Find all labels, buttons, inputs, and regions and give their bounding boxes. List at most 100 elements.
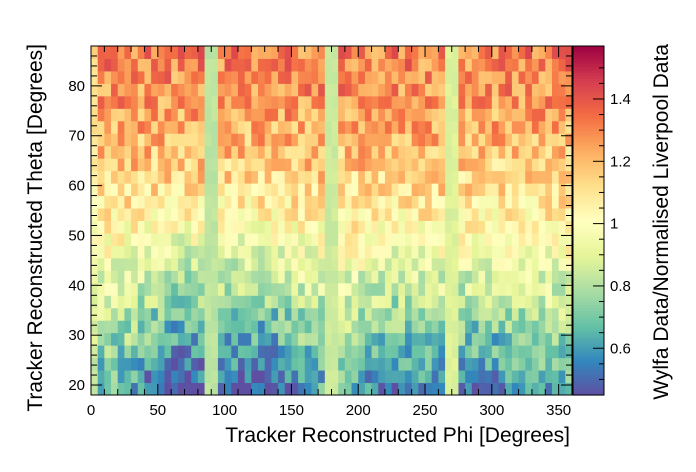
heatmap-cell — [324, 270, 332, 284]
heatmap-cell — [251, 95, 259, 109]
heatmap-cell — [304, 195, 312, 209]
heatmap-cell — [338, 46, 346, 59]
heatmap-cell — [144, 282, 152, 296]
heatmap-cell — [471, 46, 479, 59]
heatmap-cell — [151, 370, 159, 384]
heatmap-cell — [351, 332, 359, 346]
heatmap-cell — [371, 70, 379, 84]
heatmap-cell — [425, 83, 433, 97]
heatmap-cell — [184, 120, 192, 134]
heatmap-cell — [384, 307, 393, 321]
heatmap-cell — [204, 320, 212, 334]
heatmap-cell — [531, 382, 540, 396]
heatmap-cell — [318, 220, 326, 234]
heatmap-cell — [418, 145, 426, 159]
heatmap-cell — [237, 307, 246, 321]
heatmap-cell — [358, 58, 366, 72]
heatmap-cell — [511, 158, 520, 172]
heatmap-cell — [498, 145, 506, 159]
colorbar-segment — [573, 392, 604, 396]
heatmap-cell — [545, 158, 553, 172]
heatmap-cell — [204, 357, 212, 371]
heatmap-cell — [258, 70, 266, 84]
heatmap-cell — [478, 70, 486, 84]
heatmap-cell — [171, 46, 179, 59]
heatmap-cell — [224, 58, 232, 72]
heatmap-cell — [137, 170, 145, 184]
colorbar-segment — [573, 351, 604, 355]
heatmap-cell — [131, 46, 139, 59]
heatmap-cell — [358, 232, 366, 246]
heatmap-cell — [244, 270, 252, 284]
heatmap-cell — [398, 345, 406, 359]
heatmap-cell — [418, 307, 426, 321]
heatmap-cell — [258, 208, 266, 221]
heatmap-cell — [344, 133, 353, 147]
heatmap-cell — [505, 158, 513, 172]
heatmap-cell — [371, 58, 379, 72]
heatmap-cell — [478, 145, 486, 159]
heatmap-cell — [244, 208, 252, 221]
colorbar-segment — [573, 51, 604, 56]
heatmap-cell — [237, 357, 246, 371]
heatmap-cell — [438, 58, 446, 72]
heatmap-cell — [398, 145, 406, 159]
heatmap-cell — [184, 345, 192, 359]
heatmap-cell — [411, 382, 419, 396]
heatmap-cell — [171, 245, 179, 259]
colorbar-segment — [573, 226, 604, 230]
heatmap-cell — [318, 282, 326, 296]
heatmap-cell — [331, 133, 339, 147]
heatmap-cell — [191, 270, 199, 284]
heatmap-cell — [177, 120, 186, 134]
heatmap-cell — [458, 220, 466, 234]
heatmap-cell — [324, 95, 332, 109]
y-axis-title: Tracker Reconstructed Theta [Degrees] — [24, 44, 47, 412]
heatmap-cell — [404, 70, 413, 84]
heatmap-cell — [411, 307, 419, 321]
heatmap-cell — [197, 208, 206, 221]
heatmap-cell — [404, 332, 413, 346]
heatmap-cell — [518, 295, 526, 309]
heatmap-cell — [518, 195, 526, 209]
heatmap-cell — [104, 307, 112, 321]
heatmap-cell — [278, 282, 286, 296]
heatmap-cell — [378, 183, 386, 197]
colorbar-segment — [573, 194, 604, 198]
heatmap-cell — [164, 70, 172, 84]
heatmap-cell — [291, 370, 299, 384]
heatmap-cell — [278, 120, 286, 134]
heatmap-cell — [458, 320, 466, 334]
heatmap-cell — [97, 357, 105, 371]
heatmap-cell — [531, 158, 540, 172]
heatmap-cell — [191, 70, 199, 84]
heatmap-cell — [525, 332, 533, 346]
heatmap-cell — [431, 70, 439, 84]
colorbar-segment — [573, 360, 604, 364]
heatmap-cell — [131, 120, 139, 134]
heatmap-cell — [137, 70, 145, 84]
heatmap-cell — [217, 282, 226, 296]
heatmap-cell — [104, 370, 112, 384]
heatmap-cell — [551, 295, 560, 309]
heatmap-cell — [338, 183, 346, 197]
heatmap-cell — [231, 46, 239, 59]
heatmap-cell — [91, 208, 99, 221]
heatmap-cell — [411, 46, 419, 59]
heatmap-cell — [531, 345, 540, 359]
heatmap-cell — [565, 245, 573, 259]
heatmap-cell — [364, 195, 373, 209]
heatmap-cell — [351, 320, 359, 334]
heatmap-cell — [351, 220, 359, 234]
heatmap-cell — [358, 382, 366, 396]
heatmap-cell — [531, 282, 540, 296]
heatmap-cell — [271, 345, 279, 359]
heatmap-cell — [157, 332, 165, 346]
heatmap-cell — [558, 46, 566, 59]
heatmap-cell — [491, 345, 500, 359]
heatmap-cell — [184, 170, 192, 184]
heatmap-cell — [144, 58, 152, 72]
heatmap-cell — [418, 108, 426, 122]
heatmap-cell — [358, 282, 366, 296]
heatmap-cell — [538, 232, 546, 246]
